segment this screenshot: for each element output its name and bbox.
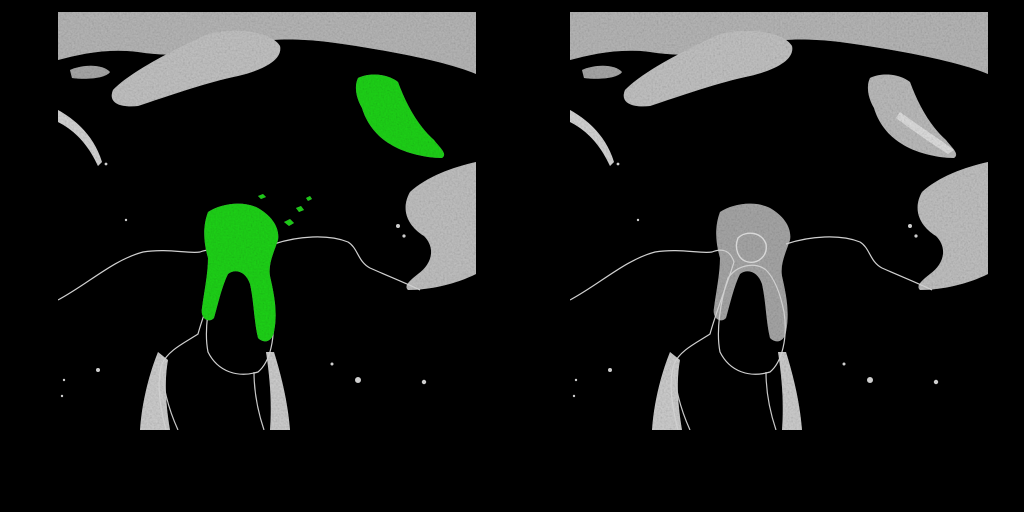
speckle <box>421 379 427 385</box>
speckle <box>355 377 361 383</box>
upper-center-blob <box>111 30 281 107</box>
speckle <box>60 394 64 398</box>
top-tissue-band <box>570 12 988 74</box>
speckle <box>396 224 400 228</box>
speckle <box>914 234 918 238</box>
left-small-blob <box>70 65 110 79</box>
lower-right-bone <box>266 352 290 430</box>
segmentation-upper-right <box>355 74 445 158</box>
right-crescent <box>896 112 954 154</box>
bright-speckles <box>60 162 427 398</box>
speckle <box>96 368 100 372</box>
lower-body-outline <box>161 363 265 430</box>
upper-center-blob <box>623 30 793 107</box>
speckle <box>104 162 108 166</box>
bright-speckles <box>572 162 939 398</box>
speckle <box>330 362 334 366</box>
speckle <box>62 378 66 382</box>
vertebral-body-outline <box>717 264 786 375</box>
tissue-regions <box>570 12 988 430</box>
speckle <box>402 234 406 238</box>
lower-body-outline <box>673 363 777 430</box>
speckle <box>124 218 128 222</box>
top-tissue-band <box>58 12 476 74</box>
body-contour <box>58 249 223 430</box>
segmentation-center <box>201 203 279 342</box>
center-soft-tissue <box>713 203 791 342</box>
ct-slice-overlay <box>58 12 476 430</box>
speckle <box>908 224 912 228</box>
right-body-contour <box>273 236 421 291</box>
right-lateral-organ <box>405 162 476 290</box>
spinal-canal-outline <box>735 232 767 263</box>
right-body-contour <box>785 236 933 291</box>
segmentation-specks <box>258 194 312 226</box>
left-rib-arc <box>58 110 102 166</box>
ct-slice-original <box>570 12 988 430</box>
tissue-regions <box>58 12 476 430</box>
body-contour <box>570 249 735 430</box>
ct-slice-original-panel <box>570 12 988 430</box>
speckle <box>608 368 612 372</box>
speckle <box>842 362 846 366</box>
segmentation-overlay <box>201 74 445 342</box>
left-small-blob <box>582 65 622 79</box>
speckle <box>572 394 576 398</box>
speckle <box>867 377 873 383</box>
left-rib-arc <box>570 110 614 166</box>
speckle <box>616 162 620 166</box>
ct-slice-overlay-panel <box>58 12 476 430</box>
speckle <box>636 218 640 222</box>
speckle <box>933 379 939 385</box>
speckle <box>574 378 578 382</box>
lower-right-bone <box>778 352 802 430</box>
right-lateral-organ <box>917 162 988 290</box>
